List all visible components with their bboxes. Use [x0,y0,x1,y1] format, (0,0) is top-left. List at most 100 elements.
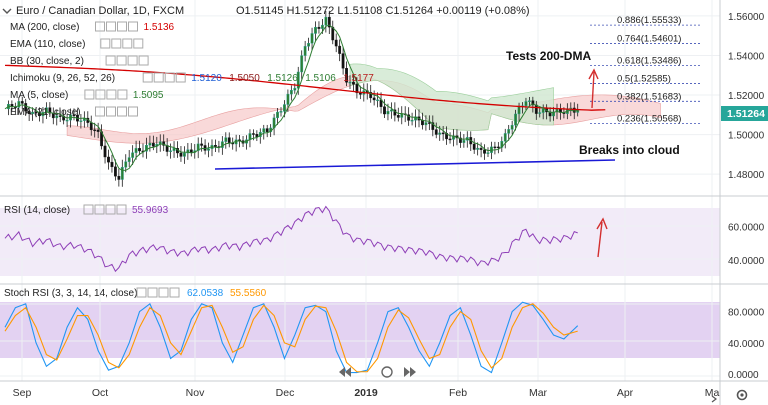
stoch-d-value: 55.5560 [230,288,267,299]
candle [224,132,228,149]
candle [324,10,328,33]
indicator-button[interactable] [117,106,127,117]
indicator-name: MA (200, close) [10,22,79,33]
fib-level-label: 0.382(1.51683) [617,91,681,102]
indicator-name: BB (30, close, 2) [10,56,84,67]
indicator-button[interactable] [175,72,186,83]
scroll-right-icon[interactable] [711,395,717,403]
annotation-tests-200dma: Tests 200-DMA [506,49,591,63]
indicator-button[interactable] [127,55,138,66]
candle [441,125,445,141]
candle [200,137,204,152]
rsi-axis-tick: 40.0000 [728,256,765,267]
indicator-name: EMA (110, close) [10,39,85,50]
ma5-line [4,24,578,171]
candle [434,122,438,139]
candle [314,21,317,41]
indicator-button[interactable] [164,72,175,83]
rsi-legend: RSI (14, close) 55.9693 [4,204,169,216]
candle [227,132,231,148]
candle [289,85,293,101]
price-axis-tick: 1.48000 [728,170,765,181]
candle [383,99,386,118]
rsi-up-arrow [596,217,608,258]
candle [538,108,542,118]
candle [334,33,338,53]
indicator-value: 1.5136 [144,22,175,33]
fib-level-label: 0.618(1.53486) [617,56,681,67]
indicator-name: EMA (21, close) [10,107,81,118]
indicator-button[interactable] [84,89,95,100]
indicator-button[interactable] [128,106,138,117]
indicator-legend-row[interactable]: MA (200, close) 1.5136 [10,21,175,33]
indicator-value: 1.5126 [267,73,298,84]
annotation-breaks-into-cloud: Breaks into cloud [579,143,680,157]
indicator-value: 1.5177 [343,73,374,84]
current-price-value: 1.51264 [727,108,765,120]
indicator-button[interactable] [106,106,116,117]
indicator-legend-row[interactable]: EMA (21, close) [10,106,138,118]
indicator-button[interactable] [105,55,116,66]
candle [27,106,31,122]
candle [134,140,138,160]
indicator-value: 1.5095 [133,90,164,101]
candle [20,96,24,109]
indicator-button[interactable] [138,55,149,66]
settings-gear-icon[interactable] [736,389,748,401]
support-trendline[interactable] [214,159,616,170]
stoch-legend: Stoch RSI (3, 3, 14, 14, close) 62.0538 … [4,287,267,299]
indicator-button[interactable] [128,21,138,32]
candle [514,109,518,131]
price-axis-tick: 1.50000 [728,131,765,142]
indicator-button[interactable] [117,21,127,32]
candle [148,135,152,152]
fib-level-label: 0.5(1.52585) [617,73,671,84]
rsi-legend-buttons[interactable] [83,204,127,215]
rewind-icon[interactable] [339,367,351,377]
fast-forward-icon[interactable] [404,367,416,377]
candle [303,40,307,62]
indicator-legend-row[interactable]: EMA (110, close) [10,38,144,50]
indicator-button[interactable] [133,38,144,49]
candle [196,137,200,159]
collapse-legend-icon[interactable] [2,8,12,14]
indicator-button[interactable] [95,89,106,100]
indicator-button[interactable] [116,55,127,66]
stoch-legend-buttons[interactable] [136,287,180,298]
indicator-button[interactable] [95,106,105,117]
replay-icon[interactable] [381,366,393,378]
indicator-legend-row[interactable]: MA (5, close) 1.5095 [10,89,164,101]
indicator-button[interactable] [95,21,105,32]
time-axis: Sep Oct Nov Dec 2019 Feb Mar Apr Ma [13,387,720,399]
fib-level-label: 0.764(1.54601) [617,34,681,45]
indicator-button[interactable] [100,38,111,49]
stoch-label: Stoch RSI (3, 3, 14, 14, close) [4,288,137,299]
stoch-k-line [4,301,579,374]
fibonacci-retracement[interactable]: 0.886(1.55533) 0.764(1.54601) 0.618(1.5348… [590,15,700,124]
indicator-button[interactable] [122,38,133,49]
indicator-button[interactable] [153,72,164,83]
stoch-band [0,302,720,358]
indicator-button[interactable] [142,72,153,83]
indicator-button[interactable] [106,21,116,32]
candle [300,50,304,80]
rsi-line [4,205,578,273]
candle [352,75,355,92]
candle [145,137,148,159]
indicator-legend-row[interactable]: Ichimoku (9, 26, 52, 26) 1.5120 1.5050 1.51… [10,72,374,84]
indicator-legend-row[interactable]: BB (30, close, 2) [10,55,149,67]
indicator-button[interactable] [106,89,117,100]
candle [179,146,183,162]
price-axis-tick: 1.52000 [728,91,765,102]
candle [372,90,376,106]
indicator-button[interactable] [117,89,128,100]
indicator-button[interactable] [111,38,122,49]
candle [510,120,514,135]
legend-header: Euro / Canadian Dollar, 1D, FXCM O1.5114… [2,5,530,17]
candle [341,46,345,75]
candle [424,115,428,131]
stoch-axis-tick: 0.0000 [728,370,759,381]
candle [476,142,480,156]
time-axis-tick: Feb [449,387,467,399]
ichimoku-cloud-bearish [66,75,661,144]
